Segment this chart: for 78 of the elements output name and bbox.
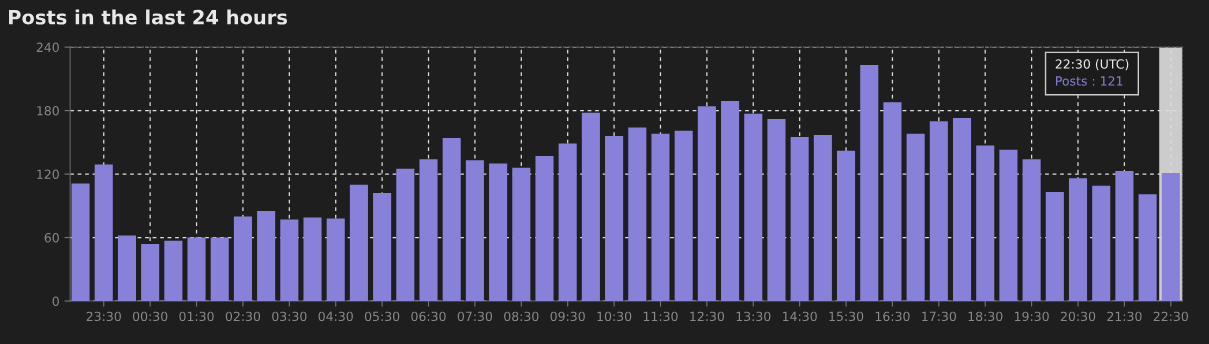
bar xyxy=(210,237,229,301)
bar xyxy=(721,101,740,301)
x-tick-label: 06:30 xyxy=(411,311,446,322)
bar xyxy=(558,143,577,301)
bar xyxy=(187,237,206,301)
bar xyxy=(744,113,763,301)
x-tick-label: 15:30 xyxy=(829,311,864,322)
bar xyxy=(419,159,438,301)
x-tick-label: 19:30 xyxy=(1014,311,1049,322)
bar xyxy=(581,112,600,301)
x-tick-label: 03:30 xyxy=(272,311,307,322)
y-tick-label: 180 xyxy=(37,106,59,116)
x-tick-label: 13:30 xyxy=(736,311,771,322)
bar xyxy=(1022,159,1041,301)
x-tick-label: 01:30 xyxy=(179,311,214,322)
x-tick-label: 21:30 xyxy=(1107,311,1142,322)
bar xyxy=(512,167,531,301)
x-tick-label: 10:30 xyxy=(597,311,632,322)
bar xyxy=(651,133,670,301)
bar xyxy=(141,243,160,301)
bar xyxy=(860,65,879,301)
bar xyxy=(837,150,856,301)
bar xyxy=(71,183,90,301)
y-tick-label: 240 xyxy=(36,42,59,53)
bar xyxy=(1092,185,1111,301)
bar xyxy=(465,160,484,301)
x-tick-label: 20:30 xyxy=(1060,311,1096,322)
bar xyxy=(1045,192,1064,301)
bar xyxy=(349,184,368,301)
bar xyxy=(605,135,624,301)
bar xyxy=(1115,170,1134,301)
bar xyxy=(94,164,113,301)
x-tick-label: 00:30 xyxy=(132,311,168,322)
x-tick-label: 23:30 xyxy=(86,311,121,322)
x-tick-label: 12:30 xyxy=(690,311,725,322)
bar xyxy=(999,149,1018,301)
bar xyxy=(976,145,995,301)
x-tick-label: 22:30 xyxy=(1153,311,1188,322)
bar xyxy=(929,121,948,301)
bar xyxy=(674,130,693,301)
x-tick-label: 16:30 xyxy=(875,311,910,322)
bar xyxy=(1068,178,1088,301)
x-tick-label: 11:30 xyxy=(643,311,678,322)
bar xyxy=(164,240,183,301)
x-tick-label: 14:30 xyxy=(783,311,817,322)
x-tick-label: 02:30 xyxy=(225,311,261,322)
bar xyxy=(697,106,716,301)
bar xyxy=(489,163,508,301)
bar xyxy=(906,133,925,301)
bar xyxy=(257,211,276,301)
y-tick-label: 60 xyxy=(44,233,59,243)
x-tick-label: 17:30 xyxy=(922,311,957,322)
bar xyxy=(373,193,392,301)
bar xyxy=(535,156,554,301)
bar xyxy=(396,168,415,301)
bar xyxy=(952,118,972,301)
bar xyxy=(233,216,252,301)
bar xyxy=(790,137,809,301)
x-tick-label: 08:30 xyxy=(504,311,539,322)
bar xyxy=(767,119,786,301)
x-tick-label: 07:30 xyxy=(457,311,493,322)
bar xyxy=(326,218,345,301)
bar xyxy=(303,217,322,301)
y-tick-label: 120 xyxy=(37,169,59,179)
bar xyxy=(442,138,461,301)
bar xyxy=(883,102,902,301)
x-tick-label: 05:30 xyxy=(364,311,400,322)
annotation: Posts : 121 xyxy=(1056,76,1123,86)
annotation: 22:30 (UTC) xyxy=(1055,59,1129,71)
chart-title: Posts in the last 24 hours xyxy=(9,9,287,25)
x-tick-label: 09:30 xyxy=(550,311,585,322)
x-tick-label: 18:30 xyxy=(968,311,1003,322)
x-tick-label: 04:30 xyxy=(318,311,353,322)
bar xyxy=(280,219,299,301)
y-tick-label: 0 xyxy=(52,296,59,306)
bar xyxy=(117,235,136,301)
bar xyxy=(628,127,647,301)
bar xyxy=(813,134,832,301)
